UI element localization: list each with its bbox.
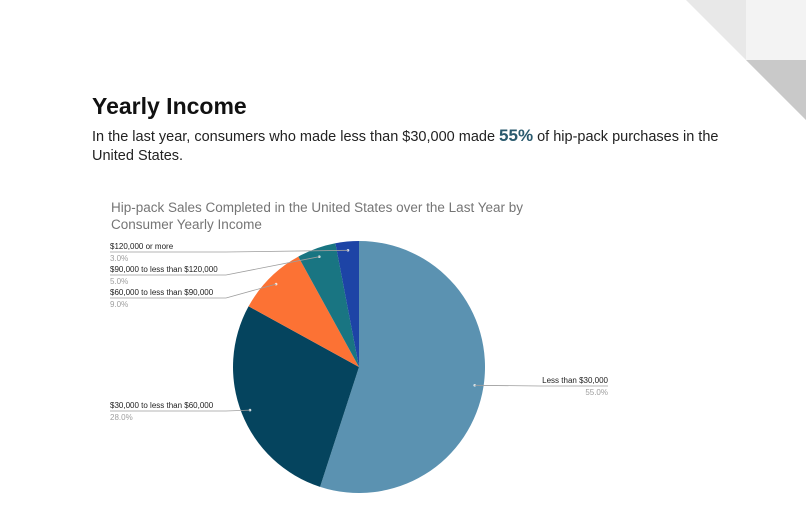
leader-line: [225, 409, 251, 412]
corner-triangle-mid: [746, 60, 806, 120]
subtitle-highlight: 55%: [499, 126, 534, 145]
leader-line: [474, 384, 541, 387]
slice-value-label: 3.0%: [110, 254, 128, 263]
subtitle-text-after: of hip-pack purchases in the United Stat…: [92, 129, 719, 164]
leader-line: [225, 283, 277, 299]
slice-label: $60,000 to less than $90,000: [110, 288, 214, 297]
slice-label: $120,000 or more: [110, 242, 174, 251]
slice-label: $30,000 to less than $60,000: [110, 401, 214, 410]
slice-label: Less than $30,000: [542, 376, 608, 385]
page-title: Yearly Income: [92, 93, 247, 119]
pie-slice: [298, 243, 359, 367]
leader-line: [225, 249, 349, 253]
chart-title: Hip-pack Sales Completed in the United S…: [111, 200, 523, 232]
slice-value-label: 9.0%: [110, 300, 128, 309]
pie-slice: [320, 240, 486, 493]
slice-label: $90,000 to less than $120,000: [110, 265, 218, 274]
pie-slice: [233, 306, 359, 487]
slice-value-label: 5.0%: [110, 277, 128, 286]
leader-dot: [274, 282, 278, 286]
slice-value-label: 28.0%: [110, 413, 133, 422]
page-corner-decoration: [686, 0, 806, 120]
pie-slice: [335, 241, 359, 367]
corner-square: [746, 0, 806, 60]
page-subtitle: In the last year, consumers who made les…: [92, 126, 722, 166]
leader-line: [225, 256, 320, 276]
subtitle-text-before: In the last year, consumers who made les…: [92, 129, 500, 145]
slice-value-label: 55.0%: [585, 388, 608, 397]
